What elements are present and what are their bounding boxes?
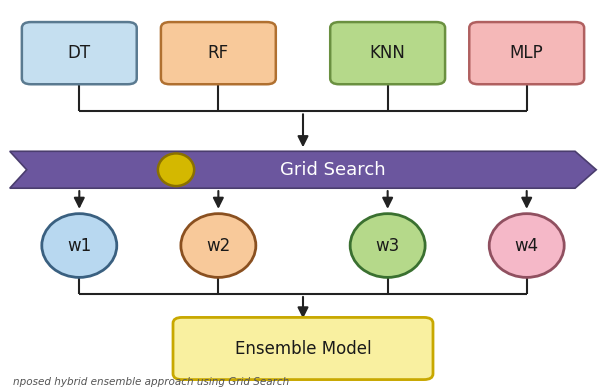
- Text: nposed hybrid ensemble approach using Grid Search: nposed hybrid ensemble approach using Gr…: [13, 378, 289, 387]
- Text: w2: w2: [206, 236, 230, 255]
- Ellipse shape: [158, 153, 194, 186]
- Ellipse shape: [42, 214, 117, 277]
- FancyBboxPatch shape: [330, 22, 445, 84]
- FancyBboxPatch shape: [469, 22, 584, 84]
- Text: KNN: KNN: [370, 44, 405, 62]
- Text: RF: RF: [208, 44, 229, 62]
- Polygon shape: [10, 151, 596, 188]
- FancyBboxPatch shape: [173, 317, 433, 379]
- Ellipse shape: [181, 214, 256, 277]
- Text: MLP: MLP: [510, 44, 544, 62]
- Text: w3: w3: [376, 236, 400, 255]
- Text: Ensemble Model: Ensemble Model: [235, 340, 371, 358]
- Text: w1: w1: [67, 236, 92, 255]
- Text: DT: DT: [68, 44, 91, 62]
- FancyBboxPatch shape: [22, 22, 137, 84]
- FancyBboxPatch shape: [161, 22, 276, 84]
- Ellipse shape: [489, 214, 564, 277]
- Ellipse shape: [350, 214, 425, 277]
- Text: Grid Search: Grid Search: [281, 161, 386, 179]
- Text: w4: w4: [514, 236, 539, 255]
